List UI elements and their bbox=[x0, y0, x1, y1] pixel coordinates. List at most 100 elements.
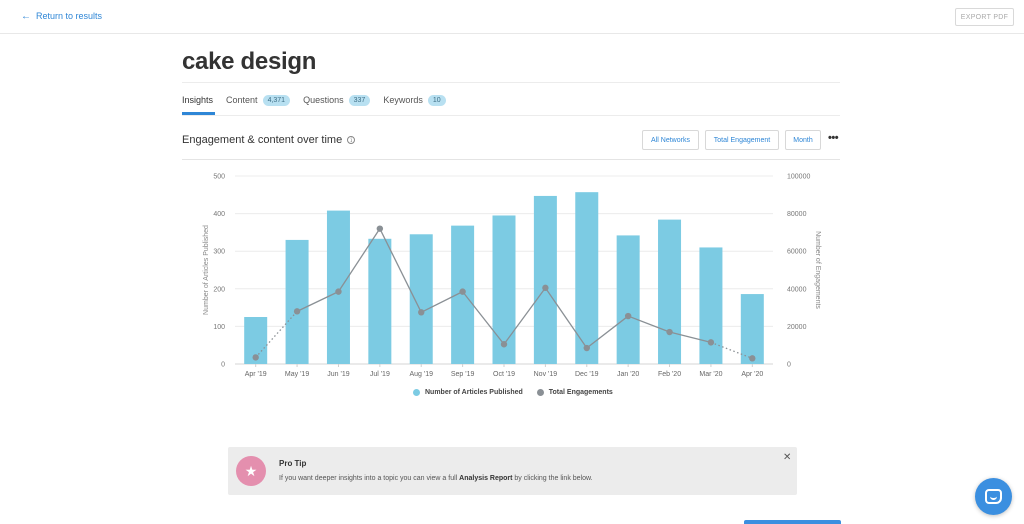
total-engagement-button[interactable]: Total Engagement bbox=[705, 130, 779, 150]
x-tick-label: Feb '20 bbox=[658, 371, 681, 378]
y-tick-label: 500 bbox=[213, 174, 225, 181]
tab-questions[interactable]: Questions 337 bbox=[303, 90, 371, 116]
close-icon[interactable]: ✕ bbox=[783, 452, 792, 463]
page-title: cake design bbox=[182, 48, 317, 75]
engagement-line-segment bbox=[627, 315, 670, 333]
tab-keywords[interactable]: Keywords 10 bbox=[383, 90, 446, 116]
tab-insights[interactable]: Insights bbox=[182, 90, 216, 116]
legend-swatch-articles bbox=[413, 389, 420, 396]
bar bbox=[616, 235, 640, 364]
engagement-line-segment bbox=[420, 291, 463, 313]
engagement-point bbox=[624, 312, 632, 320]
count-badge: 4,371 bbox=[262, 95, 291, 106]
engagement-point bbox=[707, 339, 715, 346]
x-tick-label: Dec '19 bbox=[575, 371, 599, 378]
x-tick-label: Aug '19 bbox=[409, 371, 433, 378]
return-to-results-link[interactable]: ← Return to results bbox=[21, 11, 102, 21]
engagement-point bbox=[666, 328, 673, 336]
x-tick-label: Nov '19 bbox=[534, 371, 558, 378]
chat-launcher-button[interactable] bbox=[975, 478, 1012, 515]
section-divider bbox=[182, 159, 840, 160]
chat-icon bbox=[985, 489, 1002, 504]
engagement-point bbox=[459, 288, 466, 295]
engagement-point bbox=[500, 341, 508, 348]
x-tick-label: May '19 bbox=[285, 371, 309, 378]
engagement-point bbox=[583, 344, 590, 352]
y2-tick-label: 0 bbox=[787, 362, 791, 369]
pro-tip-banner: ★ Pro Tip If you want deeper insights in… bbox=[228, 447, 797, 495]
engagement-point bbox=[293, 308, 301, 315]
y2-tick-label: 60000 bbox=[787, 249, 807, 256]
engagement-line-segment bbox=[337, 228, 381, 292]
x-tick-label: Jan '20 bbox=[617, 371, 639, 378]
bar bbox=[326, 210, 350, 364]
pro-tip-text-start: If you want deeper insights into a topic… bbox=[279, 475, 460, 482]
top-bar: ← Return to results EXPORT PDF bbox=[0, 0, 1024, 34]
y2-tick-label: 20000 bbox=[787, 324, 807, 331]
engagement-point bbox=[749, 355, 756, 362]
x-tick-label: Mar '20 bbox=[699, 371, 722, 378]
engagement-point bbox=[418, 309, 425, 316]
pro-tip-text-end: by clicking the link below. bbox=[512, 475, 593, 482]
legend-label-articles: Number of Articles Published bbox=[425, 389, 523, 396]
engagement-line-segment bbox=[544, 287, 588, 349]
engagement-line-segment bbox=[503, 287, 546, 345]
y2-tick-label: 40000 bbox=[787, 286, 807, 293]
x-tick-label: Jun '19 bbox=[327, 371, 349, 378]
bar bbox=[533, 195, 557, 364]
bottom-action-button[interactable] bbox=[744, 520, 841, 524]
y2-tick-label: 80000 bbox=[787, 211, 807, 218]
bar bbox=[492, 215, 516, 364]
tab-label: Questions bbox=[303, 95, 344, 105]
section-title-text: Engagement & content over time bbox=[182, 134, 343, 146]
return-to-results-label: Return to results bbox=[36, 11, 103, 21]
y-axis-title: Number of Articles Published bbox=[203, 225, 210, 315]
legend-item-engagements[interactable]: Total Engagements bbox=[536, 389, 613, 396]
y-tick-label: 300 bbox=[213, 249, 225, 256]
x-tick-label: Apr '19 bbox=[245, 371, 267, 378]
month-button[interactable]: Month bbox=[785, 130, 821, 150]
engagement-line-segment bbox=[379, 228, 422, 313]
bar bbox=[575, 192, 599, 364]
bar bbox=[409, 234, 433, 364]
y-tick-label: 200 bbox=[213, 286, 225, 293]
chart-legend: Number of Articles Published Total Engag… bbox=[413, 389, 613, 396]
bar bbox=[285, 239, 309, 364]
bar bbox=[740, 294, 764, 364]
engagement-line-segment bbox=[669, 331, 712, 344]
export-pdf-button[interactable]: EXPORT PDF bbox=[955, 8, 1014, 26]
tab-label: Keywords bbox=[383, 95, 423, 105]
arrow-left-icon: ← bbox=[21, 10, 31, 22]
bar bbox=[658, 219, 682, 364]
title-divider bbox=[182, 82, 840, 83]
x-tick-label: Jul '19 bbox=[370, 371, 390, 378]
y2-axis-title: Number of Engagements bbox=[814, 231, 821, 309]
count-badge: 10 bbox=[427, 95, 446, 106]
legend-item-articles[interactable]: Number of Articles Published bbox=[413, 389, 523, 396]
bar bbox=[368, 238, 392, 364]
bar bbox=[244, 317, 268, 364]
bar bbox=[699, 247, 723, 364]
tab-bar: Insights Content 4,371 Questions 337 Key… bbox=[182, 90, 446, 116]
engagement-line-segment bbox=[710, 341, 753, 359]
tab-content[interactable]: Content 4,371 bbox=[226, 90, 291, 116]
y2-tick-label: 100000 bbox=[787, 174, 810, 181]
legend-label-engagements: Total Engagements bbox=[548, 389, 613, 396]
engagement-line-segment bbox=[462, 291, 505, 345]
more-options-icon[interactable]: ••• bbox=[828, 132, 839, 144]
y-tick-label: 0 bbox=[221, 362, 225, 369]
x-tick-label: Oct '19 bbox=[493, 371, 515, 378]
y-tick-label: 100 bbox=[213, 324, 225, 331]
analysis-report-text: Analysis Report bbox=[459, 475, 513, 482]
all-networks-button[interactable]: All Networks bbox=[642, 130, 699, 150]
y-tick-label: 400 bbox=[213, 211, 225, 218]
info-icon[interactable]: i bbox=[347, 136, 356, 144]
pro-tip-title: Pro Tip bbox=[279, 459, 307, 468]
star-icon: ★ bbox=[236, 456, 266, 486]
engagement-point bbox=[335, 288, 342, 295]
engagement-point bbox=[542, 284, 549, 292]
legend-swatch-engagements bbox=[536, 389, 544, 396]
engagement-line-segment bbox=[586, 315, 629, 349]
engagement-point bbox=[252, 354, 259, 361]
x-tick-label: Sep '19 bbox=[451, 371, 475, 378]
